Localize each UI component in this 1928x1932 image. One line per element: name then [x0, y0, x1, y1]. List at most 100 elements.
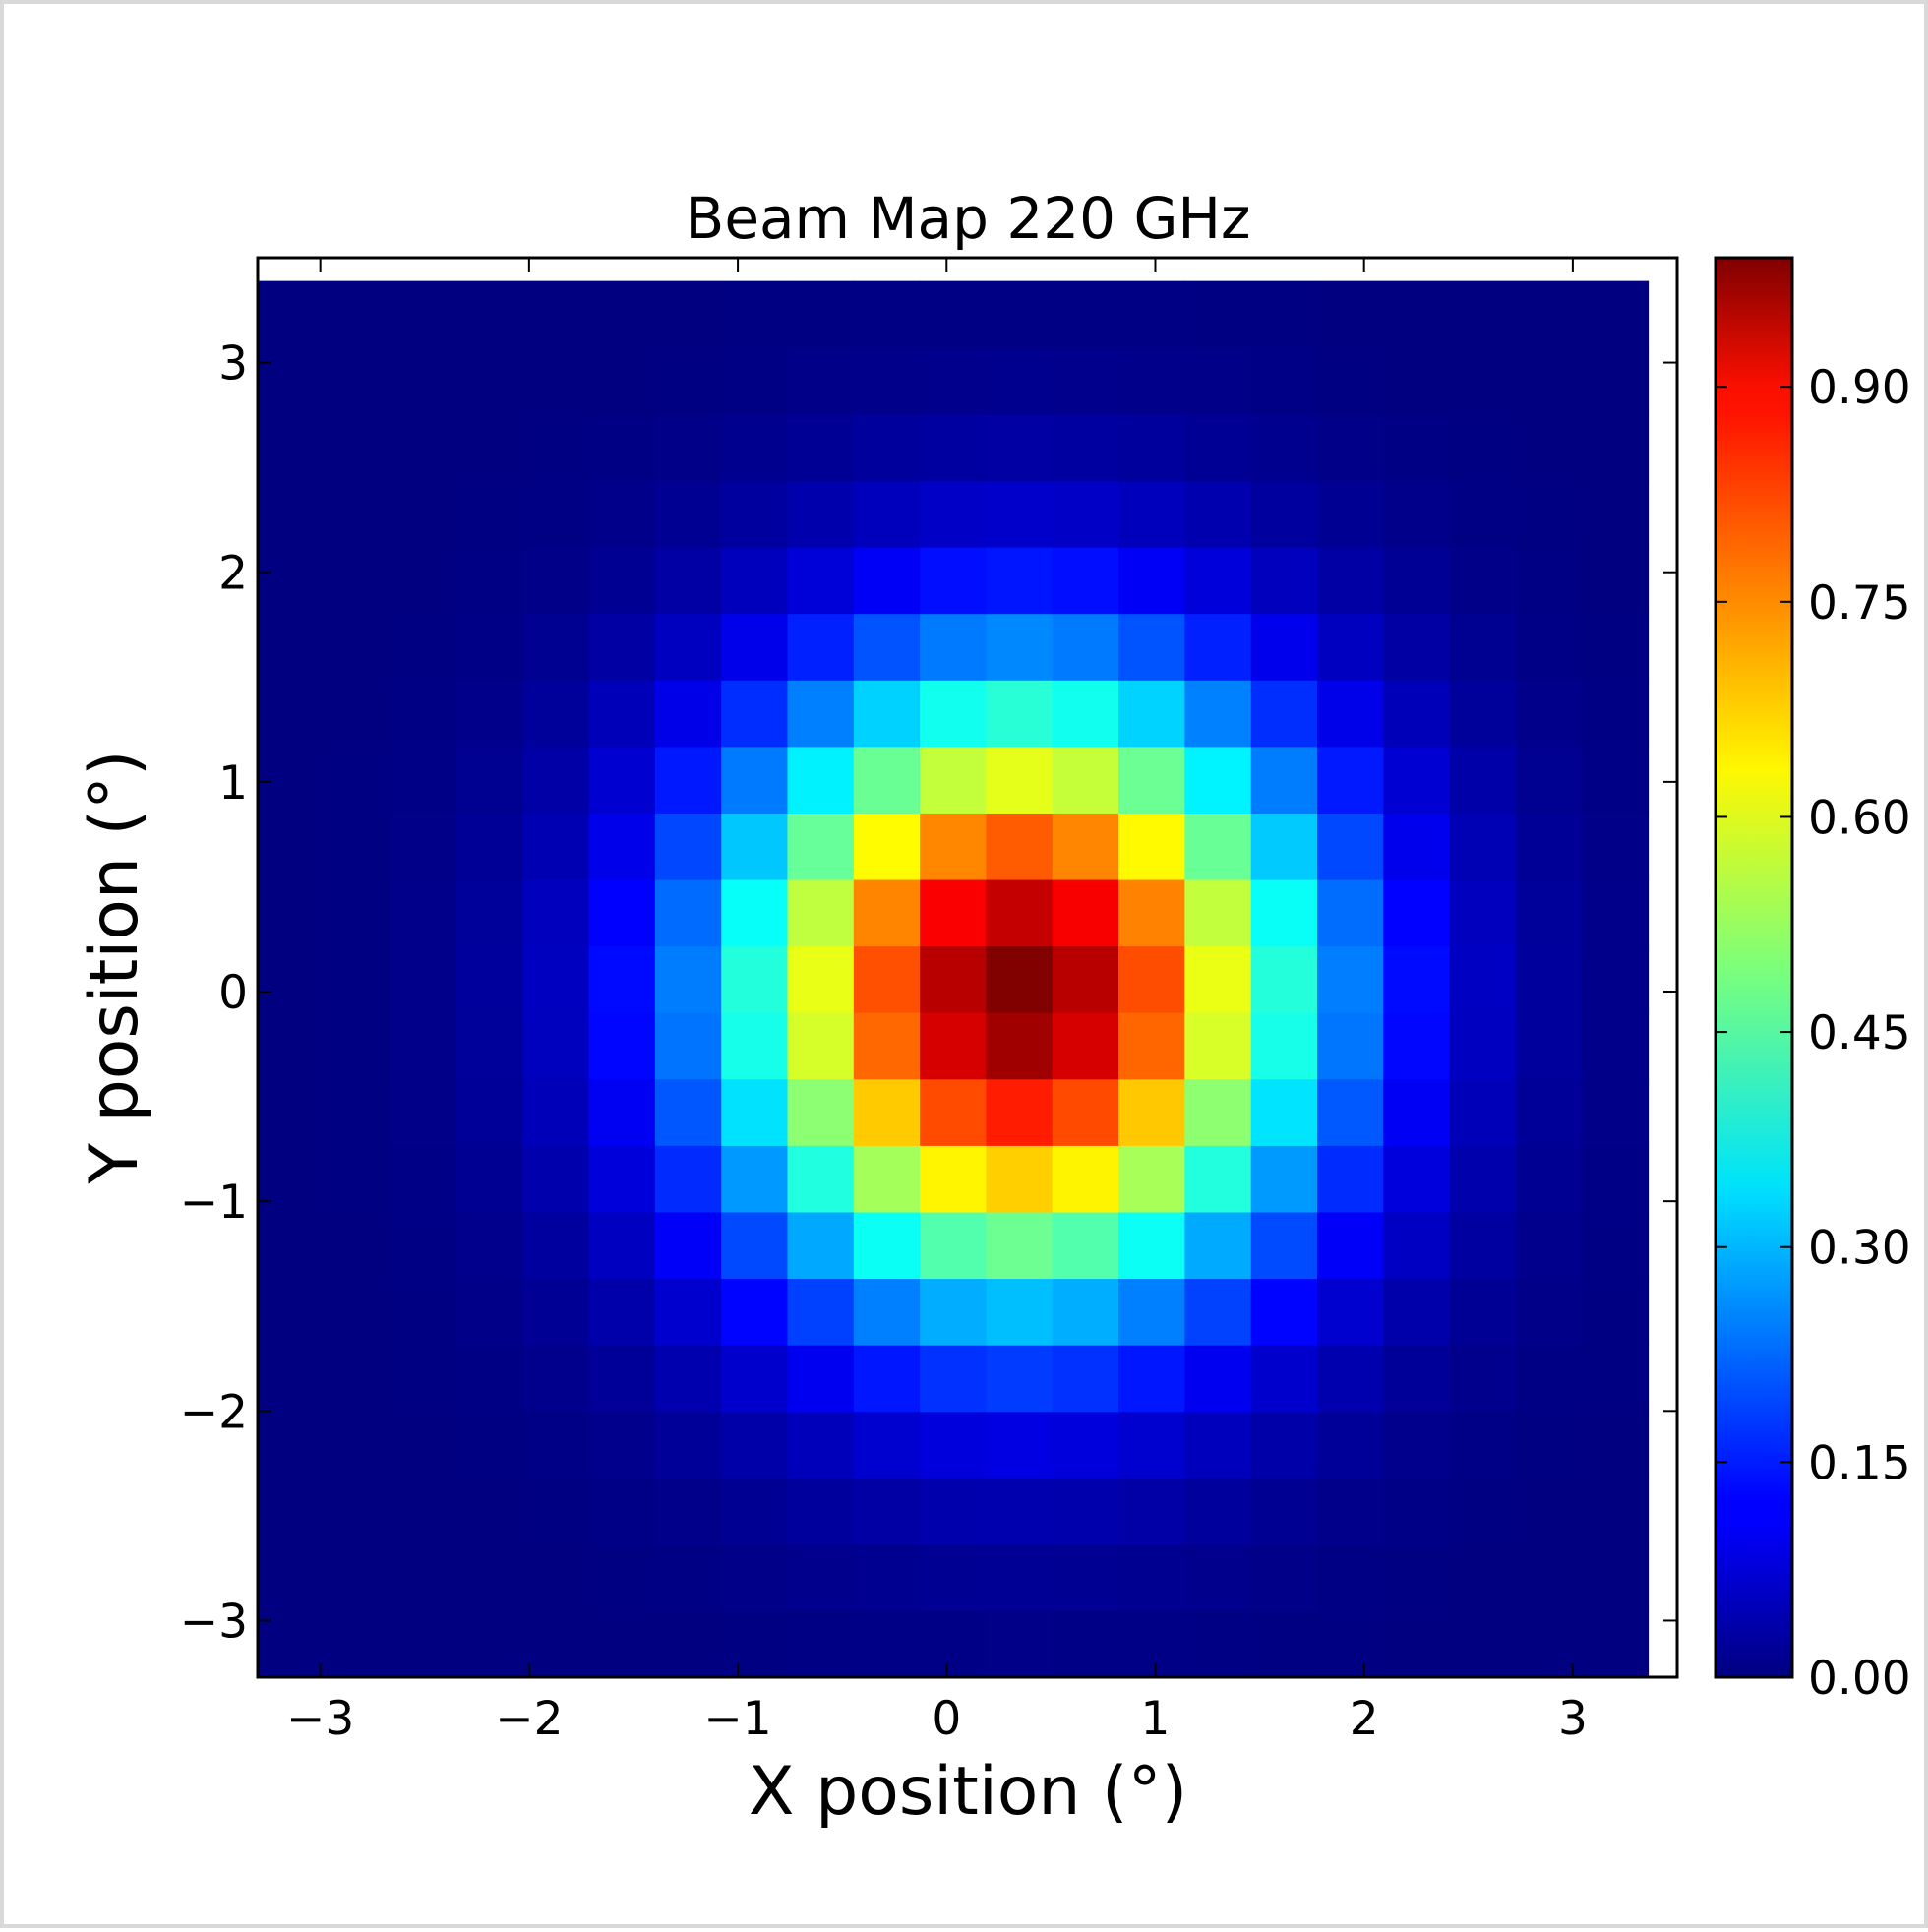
heatmap-cell: [1383, 280, 1451, 348]
heatmap-cell: [1184, 680, 1252, 748]
heatmap-cell: [522, 680, 590, 748]
heatmap-cell: [1052, 878, 1119, 947]
heatmap-cell: [1316, 1478, 1384, 1545]
heatmap-cell: [787, 1345, 855, 1413]
heatmap-cell: [986, 546, 1054, 615]
colorbar-tick-label: 0.00: [1808, 1652, 1911, 1706]
heatmap-cell: [1118, 1610, 1185, 1678]
heatmap-cell: [1515, 1610, 1583, 1678]
heatmap-cell: [721, 413, 789, 482]
heatmap-cell: [1515, 347, 1583, 415]
heatmap-cell: [1184, 945, 1252, 1013]
heatmap-cell: [853, 1478, 921, 1545]
heatmap-cell: [455, 680, 523, 748]
heatmap-cell: [1250, 613, 1318, 681]
heatmap-cell: [588, 1610, 656, 1678]
heatmap-cell: [258, 1278, 325, 1346]
heatmap-cell: [654, 680, 722, 748]
heatmap-cell: [787, 1543, 855, 1612]
heatmap-cell: [721, 746, 789, 814]
heatmap-cell: [522, 347, 590, 415]
heatmap-cell: [853, 746, 921, 814]
heatmap-cell: [721, 1543, 789, 1612]
heatmap-cell: [455, 480, 523, 548]
heatmap-cell: [1118, 1145, 1185, 1213]
heatmap-cell: [1383, 1345, 1451, 1413]
heatmap-cell: [1449, 1411, 1517, 1479]
heatmap-cell: [258, 680, 325, 748]
heatmap-cell: [721, 878, 789, 947]
heatmap-cell: [588, 1411, 656, 1479]
y-tick-label: −1: [180, 1176, 248, 1230]
heatmap-cell: [920, 546, 988, 615]
heatmap-cell: [1582, 1278, 1650, 1346]
heatmap-cell: [455, 945, 523, 1013]
heatmap-cell: [853, 1145, 921, 1213]
heatmap-cell: [258, 347, 325, 415]
chart-title: Beam Map 220 GHz: [686, 185, 1251, 252]
heatmap-cell: [654, 1543, 722, 1612]
heatmap-cell: [986, 1345, 1054, 1413]
heatmap-cell: [324, 1478, 392, 1545]
heatmap-cell: [1184, 1610, 1252, 1678]
colorbar-tick-label: 0.45: [1808, 1006, 1911, 1060]
heatmap-cell: [721, 280, 789, 348]
heatmap-cell: [920, 680, 988, 748]
heatmap-cell: [390, 1278, 457, 1346]
heatmap-cell: [1118, 347, 1185, 415]
axis-ticks: [258, 258, 1677, 1677]
heatmap-cell: [1250, 878, 1318, 947]
heatmap-cell: [390, 1411, 457, 1479]
heatmap-cell: [324, 945, 392, 1013]
heatmap-cell: [986, 413, 1054, 482]
heatmap-cell: [1383, 480, 1451, 548]
y-tick-label: 0: [218, 966, 248, 1020]
heatmap-cell: [390, 347, 457, 415]
heatmap-cell: [986, 1478, 1054, 1545]
heatmap-cell: [324, 1078, 392, 1146]
heatmap-cell: [787, 1478, 855, 1545]
heatmap-cell: [986, 1543, 1054, 1612]
heatmap-cell: [721, 1078, 789, 1146]
heatmap-cell: [787, 347, 855, 415]
heatmap-cell: [1449, 480, 1517, 548]
heatmap-cell: [1184, 1278, 1252, 1346]
colorbar-tick-label: 0.30: [1808, 1222, 1911, 1276]
heatmap-cell: [1449, 1012, 1517, 1080]
heatmap-cell: [1316, 1211, 1384, 1280]
heatmap-cell: [1449, 1478, 1517, 1545]
heatmap-cell: [258, 1012, 325, 1080]
heatmap-cell: [1052, 480, 1119, 548]
heatmap-cell: [986, 945, 1054, 1013]
heatmap-cell: [522, 945, 590, 1013]
heatmap-cell: [1449, 1145, 1517, 1213]
heatmap-cell: [1515, 1012, 1583, 1080]
heatmap-cell: [654, 1478, 722, 1545]
heatmap-cell: [1383, 546, 1451, 615]
heatmap-cell: [1052, 746, 1119, 814]
heatmap-cell: [522, 1610, 590, 1678]
heatmap-cell: [1582, 1078, 1650, 1146]
heatmap-cell: [853, 1078, 921, 1146]
heatmap-cell: [1316, 280, 1384, 348]
heatmap-cell: [920, 1211, 988, 1280]
heatmap-cell: [721, 480, 789, 548]
heatmap-cell: [1052, 1610, 1119, 1678]
heatmap-cell: [588, 1543, 656, 1612]
heatmap-cell: [1250, 1211, 1318, 1280]
heatmap-cell: [986, 1278, 1054, 1346]
heatmap-cell: [986, 878, 1054, 947]
heatmap-cell: [390, 1610, 457, 1678]
heatmap-cell: [1449, 1543, 1517, 1612]
heatmap-cell: [1449, 680, 1517, 748]
heatmap-cell: [1184, 1211, 1252, 1280]
beam-map-chart: −3 −2 −1 0 1 2 3 −3 −2 −1 0 1 2 3 Beam Map 220 GHz X …: [76, 185, 1911, 1831]
heatmap-cell: [853, 945, 921, 1013]
heatmap-cell: [1383, 413, 1451, 482]
heatmap-cell: [654, 945, 722, 1013]
heatmap-cell: [1250, 1610, 1318, 1678]
heatmap-cell: [588, 746, 656, 814]
heatmap-cell: [390, 280, 457, 348]
heatmap-cell: [1118, 613, 1185, 681]
heatmap-cell: [258, 1145, 325, 1213]
